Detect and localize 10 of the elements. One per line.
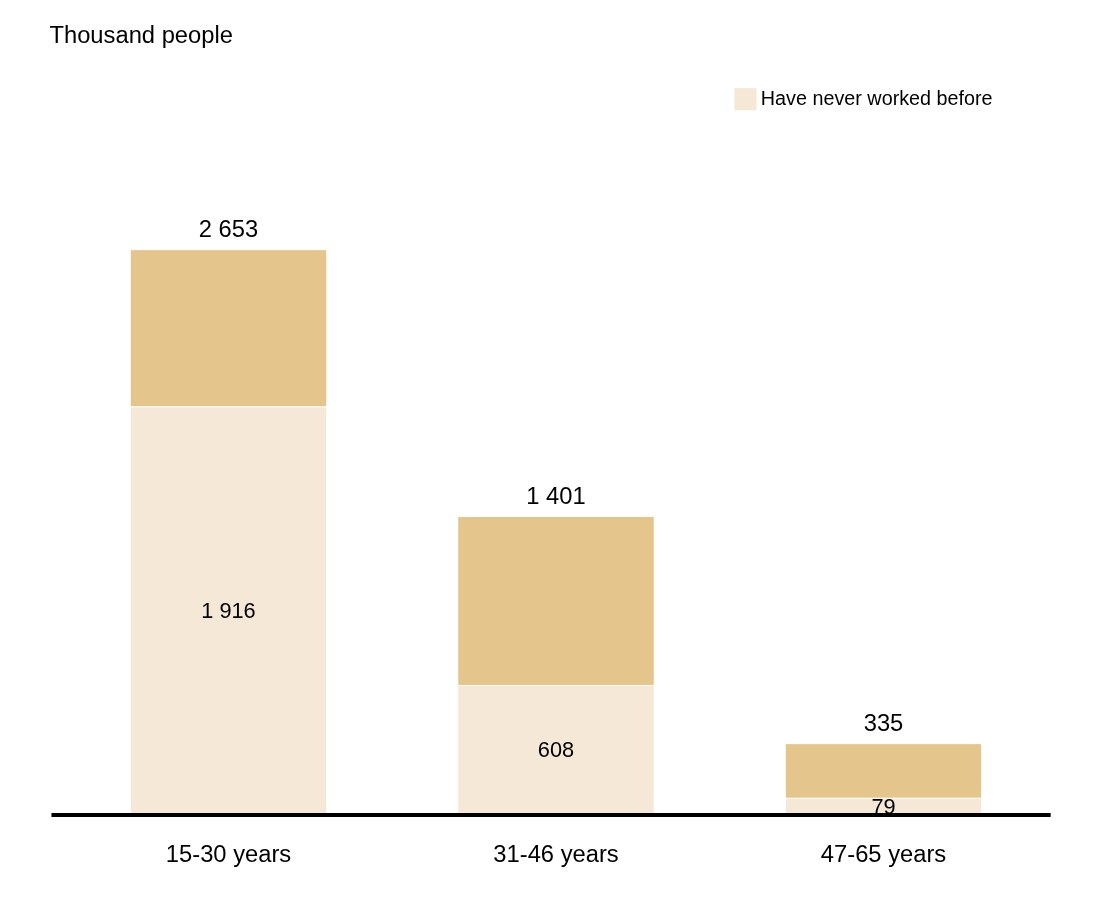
total-label: 2 653 [198, 215, 259, 242]
x-tick-label: 15-30 years [165, 841, 292, 868]
legend-label: Have never worked before [760, 87, 993, 110]
data-label: 608 [537, 737, 575, 763]
chart-title: Thousand people [49, 22, 233, 49]
total-label: 335 [863, 709, 904, 736]
x-tick-label: 31-46 years [493, 841, 619, 868]
x-tick-label: 47-65 years [820, 841, 947, 868]
total-label: 1 401 [526, 482, 586, 509]
data-label: 1 916 [201, 597, 256, 623]
